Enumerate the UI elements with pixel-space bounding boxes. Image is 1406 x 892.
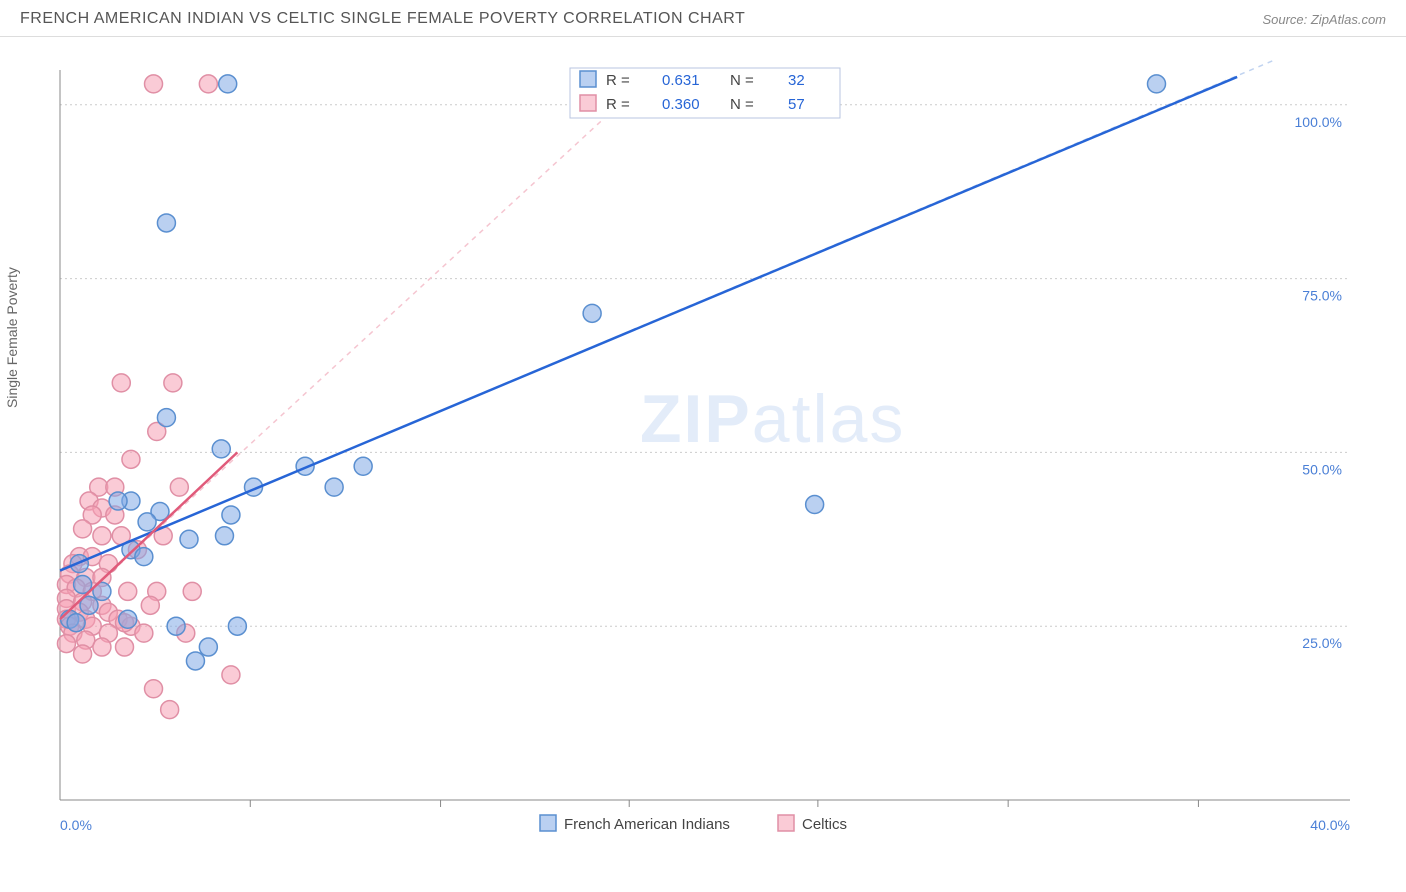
scatter-point (161, 701, 179, 719)
scatter-point (170, 478, 188, 496)
x-tick-label: 0.0% (60, 817, 92, 833)
scatter-point (325, 478, 343, 496)
scatter-point (74, 520, 92, 538)
trend-line-solid (60, 77, 1237, 571)
scatter-point (74, 645, 92, 663)
scatter-point (180, 530, 198, 548)
scatter-point (219, 75, 237, 93)
legend-n-label: N = (730, 96, 754, 113)
scatter-point (145, 680, 163, 698)
trend-line-dashed (60, 70, 657, 619)
chart-header: FRENCH AMERICAN INDIAN VS CELTIC SINGLE … (0, 0, 1406, 37)
legend-n-value: 57 (788, 96, 805, 113)
scatter-point (354, 457, 372, 475)
legend-r-value: 0.360 (662, 96, 700, 113)
y-axis-label: Single Female Poverty (4, 267, 20, 408)
legend-r-label: R = (606, 72, 630, 89)
scatter-point (119, 582, 137, 600)
scatter-chart: 25.0%50.0%75.0%100.0%0.0%40.0%R =0.631N … (50, 60, 1370, 820)
bottom-legend-label: French American Indians (564, 816, 730, 833)
scatter-point (157, 214, 175, 232)
scatter-point (135, 548, 153, 566)
scatter-point (164, 374, 182, 392)
scatter-point (215, 527, 233, 545)
scatter-point (167, 617, 185, 635)
scatter-point (67, 614, 85, 632)
y-tick-label: 75.0% (1302, 288, 1342, 304)
scatter-point (583, 304, 601, 322)
legend-n-value: 32 (788, 72, 805, 89)
scatter-point (228, 617, 246, 635)
x-tick-label: 40.0% (1310, 817, 1350, 833)
legend-swatch-icon (580, 71, 596, 87)
scatter-point (109, 492, 127, 510)
scatter-point (112, 374, 130, 392)
scatter-point (141, 596, 159, 614)
scatter-point (145, 75, 163, 93)
legend-swatch-icon (580, 95, 596, 111)
legend-n-label: N = (730, 72, 754, 89)
scatter-point (138, 513, 156, 531)
scatter-point (93, 527, 111, 545)
scatter-point (157, 409, 175, 427)
y-tick-label: 100.0% (1295, 114, 1342, 130)
source-attribution: Source: ZipAtlas.com (1262, 12, 1386, 27)
legend-r-value: 0.631 (662, 72, 700, 89)
y-tick-label: 25.0% (1302, 635, 1342, 651)
scatter-point (135, 624, 153, 642)
scatter-point (1148, 75, 1166, 93)
bottom-legend-swatch-icon (778, 815, 794, 831)
y-tick-label: 50.0% (1302, 461, 1342, 477)
scatter-point (212, 440, 230, 458)
scatter-point (116, 638, 134, 656)
scatter-point (93, 638, 111, 656)
scatter-point (183, 582, 201, 600)
legend-r-label: R = (606, 96, 630, 113)
scatter-point (186, 652, 204, 670)
chart-title: FRENCH AMERICAN INDIAN VS CELTIC SINGLE … (20, 10, 745, 28)
scatter-point (222, 506, 240, 524)
bottom-legend-swatch-icon (540, 815, 556, 831)
scatter-point (199, 75, 217, 93)
scatter-point (806, 496, 824, 514)
scatter-point (57, 635, 75, 653)
bottom-legend-label: Celtics (802, 816, 847, 833)
scatter-point (199, 638, 217, 656)
scatter-point (222, 666, 240, 684)
scatter-point (119, 610, 137, 628)
scatter-point (122, 450, 140, 468)
